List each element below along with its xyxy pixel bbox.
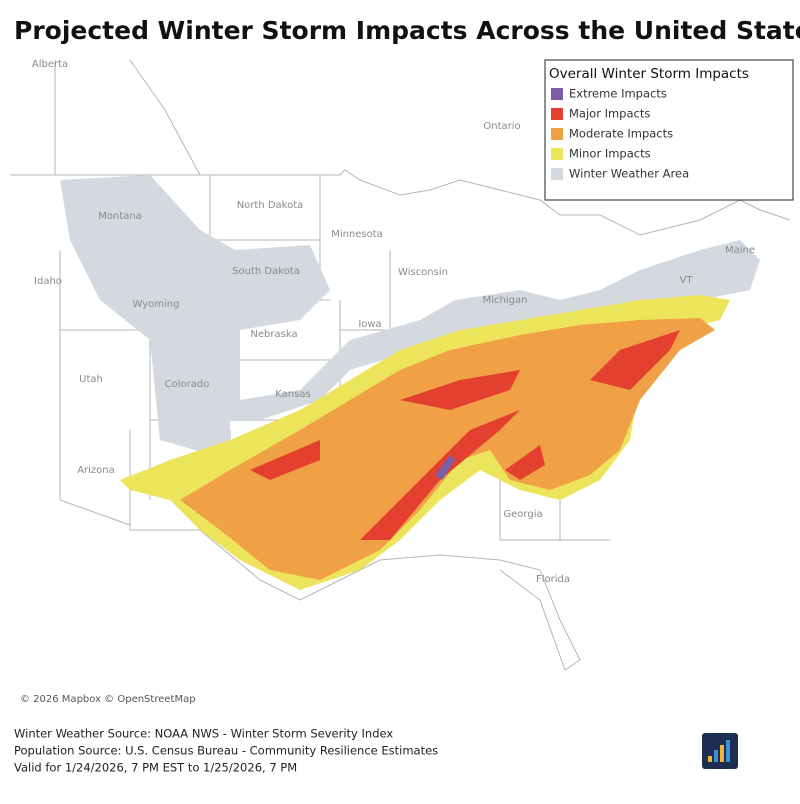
map-label: Maine [725, 245, 755, 256]
legend-swatch [551, 148, 563, 160]
legend-swatch [551, 88, 563, 100]
winter-weather-area [60, 175, 760, 460]
map-label: Wisconsin [398, 267, 448, 278]
map-label: Michigan [483, 295, 528, 306]
map-label: South Dakota [232, 266, 300, 277]
map-label: North Dakota [237, 200, 304, 211]
map-label: Montana [98, 211, 142, 222]
legend: Overall Winter Storm Impacts Extreme Imp… [544, 59, 794, 201]
map-label: Colorado [165, 379, 210, 390]
legend-label: Extreme Impacts [569, 87, 667, 101]
extreme-impacts-area [435, 455, 455, 480]
logo [702, 733, 738, 769]
major-impacts-area [590, 330, 680, 390]
map-label: Florida [536, 574, 570, 585]
map-label: VT [680, 275, 694, 286]
footer: Winter Weather Source: NOAA NWS - Winter… [14, 727, 738, 775]
legend-swatch [551, 168, 563, 180]
legend-title: Overall Winter Storm Impacts [549, 66, 749, 82]
source-line: Valid for 1/24/2026, 7 PM EST to 1/25/20… [14, 761, 297, 775]
major-impacts-area [250, 440, 320, 480]
map-label: Utah [79, 374, 103, 385]
borders [10, 59, 791, 671]
legend-swatch [551, 128, 563, 140]
map-label: Alberta [32, 59, 68, 70]
map-label: Ontario [483, 121, 520, 132]
source-line: Population Source: U.S. Census Bureau - … [14, 744, 438, 758]
map-label: Kansas [275, 389, 310, 400]
map: Alberta Ontario Montana North Dakota Min… [10, 59, 791, 705]
attribution: © 2026 Mapbox © OpenStreetMap [20, 694, 196, 705]
map-label: Wyoming [133, 299, 180, 310]
title: Projected Winter Storm Impacts Across th… [14, 16, 800, 45]
legend-box [544, 59, 794, 201]
major-impacts-area [400, 370, 520, 410]
legend-label: Major Impacts [569, 107, 650, 121]
map-label: Georgia [503, 509, 542, 520]
map-label: Idaho [34, 276, 62, 287]
legend-label: Moderate Impacts [569, 127, 673, 141]
map-labels: Alberta Ontario Montana North Dakota Min… [32, 59, 755, 585]
legend-label: Winter Weather Area [569, 167, 689, 181]
legend-swatch [551, 108, 563, 120]
major-impacts-area [505, 445, 545, 480]
impact-areas [60, 175, 760, 590]
moderate-impacts-area [180, 318, 715, 580]
map-label: Iowa [358, 319, 381, 330]
legend-label: Minor Impacts [569, 147, 651, 161]
source-line: Winter Weather Source: NOAA NWS - Winter… [14, 727, 393, 741]
map-label: Minnesota [331, 229, 383, 240]
map-label: Nebraska [250, 329, 297, 340]
map-label: Arizona [77, 465, 115, 476]
